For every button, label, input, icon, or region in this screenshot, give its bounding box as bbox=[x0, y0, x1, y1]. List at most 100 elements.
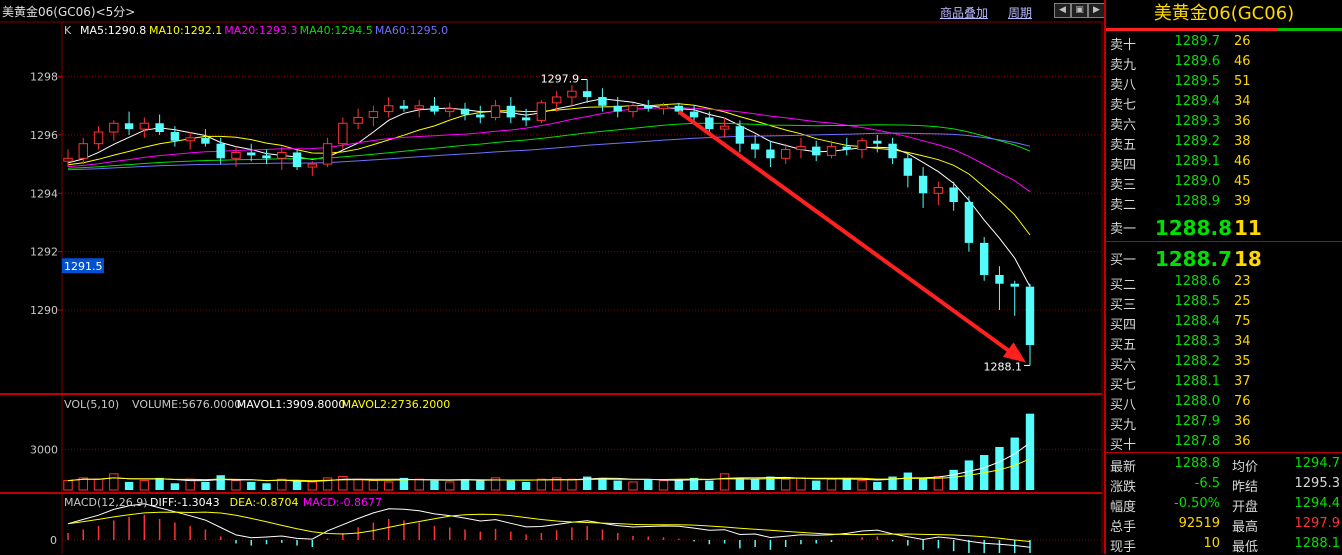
bid-price: 1288.0 bbox=[1174, 394, 1221, 409]
bid-level-label: 买九 bbox=[1110, 418, 1137, 433]
macd-line bbox=[67, 503, 1031, 548]
bid-price: 1288.7 bbox=[1154, 247, 1232, 271]
overlay-commodity-link[interactable]: 商品叠加 bbox=[940, 6, 989, 20]
volume-bar bbox=[63, 480, 73, 491]
volume-bar bbox=[582, 476, 592, 490]
bid-price: 1288.5 bbox=[1174, 294, 1221, 309]
prev-icon[interactable]: ◀ bbox=[1054, 3, 1071, 18]
volume-bar bbox=[490, 477, 501, 491]
ask-quantity: 39 bbox=[1234, 194, 1251, 209]
trend-arrow bbox=[677, 109, 1016, 357]
volume-bar bbox=[460, 479, 470, 490]
volume-bar bbox=[949, 469, 958, 490]
candle bbox=[247, 152, 256, 156]
bid-row: 买二 1288.6 23 bbox=[1106, 272, 1342, 293]
stat-value: 10 bbox=[1203, 536, 1220, 551]
stat-value: -0.50% bbox=[1174, 496, 1220, 511]
bid-level-label: 买八 bbox=[1110, 398, 1137, 413]
volume-bar bbox=[383, 481, 394, 491]
bid-level-label: 买二 bbox=[1110, 278, 1137, 293]
bid-quantity: 37 bbox=[1234, 374, 1251, 389]
stat-row: 幅度 -0.50% 开盘 1294.4 bbox=[1106, 494, 1342, 515]
chart-header-bar: 美黄金06(GC06)<5分> 商品叠加 周期 ◀ ▣ ▶ bbox=[0, 0, 1105, 22]
volume-bar bbox=[201, 481, 210, 490]
ma-legend-item: MA20:1293.3 bbox=[224, 24, 297, 37]
high-price-label: 1297.9 bbox=[541, 73, 580, 86]
bid-row: 买三 1288.5 25 bbox=[1106, 292, 1342, 313]
candle bbox=[750, 143, 760, 150]
volume-bar bbox=[796, 477, 806, 491]
volume-bar bbox=[1025, 413, 1035, 490]
bid-quantity: 34 bbox=[1234, 334, 1251, 349]
volume-bar bbox=[826, 478, 837, 491]
stat-label: 开盘 bbox=[1232, 500, 1259, 515]
bid-row: 买十 1287.8 36 bbox=[1106, 432, 1342, 453]
ask-row: 卖七 1289.4 34 bbox=[1106, 92, 1342, 113]
candle bbox=[338, 122, 348, 145]
candle bbox=[383, 105, 394, 113]
period-link[interactable]: 周期 bbox=[1008, 6, 1033, 20]
macd-legend-title: MACD(12,26,9) bbox=[64, 496, 148, 509]
volume-bar bbox=[995, 446, 1004, 490]
volume-bar bbox=[705, 480, 714, 490]
ask-bid-divider bbox=[1106, 241, 1342, 242]
candle bbox=[277, 151, 287, 159]
volume-bar bbox=[93, 478, 104, 491]
bid-quantity: 25 bbox=[1234, 294, 1251, 309]
bid-level-label: 买三 bbox=[1110, 298, 1137, 313]
volume-bar bbox=[1010, 437, 1019, 490]
candle bbox=[780, 149, 791, 159]
kline-chart[interactable]: 1290 1292 1294 1296 1298 1291.5 K MA5:1290.8 MA1… bbox=[0, 0, 1104, 554]
trend-arrow-head bbox=[1002, 342, 1026, 363]
stat-label: 均价 bbox=[1232, 460, 1259, 475]
ma-legend-item: MA40:1294.5 bbox=[300, 24, 373, 37]
ask-row: 卖九 1289.6 46 bbox=[1106, 52, 1342, 73]
candle bbox=[506, 105, 516, 118]
ask-price: 1289.3 bbox=[1174, 114, 1221, 129]
candle bbox=[873, 140, 882, 144]
fit-icon[interactable]: ▣ bbox=[1071, 3, 1088, 18]
volume-bar bbox=[918, 477, 928, 490]
ask-quantity: 46 bbox=[1234, 54, 1251, 69]
candle bbox=[521, 117, 531, 121]
candle bbox=[307, 163, 318, 168]
stat-row: 涨跌 -6.5 昨结 1295.3 bbox=[1106, 474, 1342, 495]
candle bbox=[262, 155, 271, 159]
ask-quantity: 34 bbox=[1234, 94, 1251, 109]
bid-level-label: 买七 bbox=[1110, 378, 1137, 393]
candle bbox=[933, 186, 944, 194]
ask-row: 卖十 1289.7 26 bbox=[1106, 32, 1342, 53]
candle bbox=[155, 123, 164, 133]
candle bbox=[903, 158, 913, 176]
candle bbox=[414, 105, 424, 110]
volume-bar bbox=[933, 476, 944, 491]
volume-bar bbox=[262, 483, 271, 490]
candle bbox=[93, 131, 104, 145]
candle bbox=[201, 137, 210, 144]
bid-price: 1288.3 bbox=[1174, 334, 1221, 349]
candle bbox=[185, 137, 195, 142]
candle bbox=[1025, 286, 1035, 345]
stat-value: 1288.1 bbox=[1294, 536, 1341, 551]
stat-label: 总手 bbox=[1110, 520, 1137, 535]
ask-quantity: 26 bbox=[1234, 34, 1251, 49]
ask-row: 卖一 1288.8 11 bbox=[1106, 216, 1342, 240]
candle bbox=[689, 111, 699, 118]
bid-quantity: 35 bbox=[1234, 354, 1251, 369]
stat-value: 1294.7 bbox=[1294, 456, 1341, 471]
bid-row: 买七 1288.1 37 bbox=[1106, 372, 1342, 393]
quote-panel-title: 美黄金06(GC06) bbox=[1153, 3, 1295, 24]
bid-price: 1288.2 bbox=[1174, 354, 1221, 369]
bid-row: 买四 1288.4 75 bbox=[1106, 312, 1342, 333]
bid-level-label: 买四 bbox=[1110, 318, 1137, 333]
candle bbox=[322, 143, 333, 165]
volume-bar bbox=[536, 478, 547, 491]
bid-level-label: 买六 bbox=[1110, 358, 1137, 373]
ask-price: 1289.4 bbox=[1174, 94, 1221, 109]
price-tick-label: 1290 bbox=[30, 304, 58, 317]
candle bbox=[826, 146, 837, 156]
volume-bar bbox=[506, 480, 516, 490]
ask-level-label: 卖十 bbox=[1110, 38, 1137, 53]
candle bbox=[536, 102, 547, 121]
bid-quantity: 75 bbox=[1234, 314, 1251, 329]
